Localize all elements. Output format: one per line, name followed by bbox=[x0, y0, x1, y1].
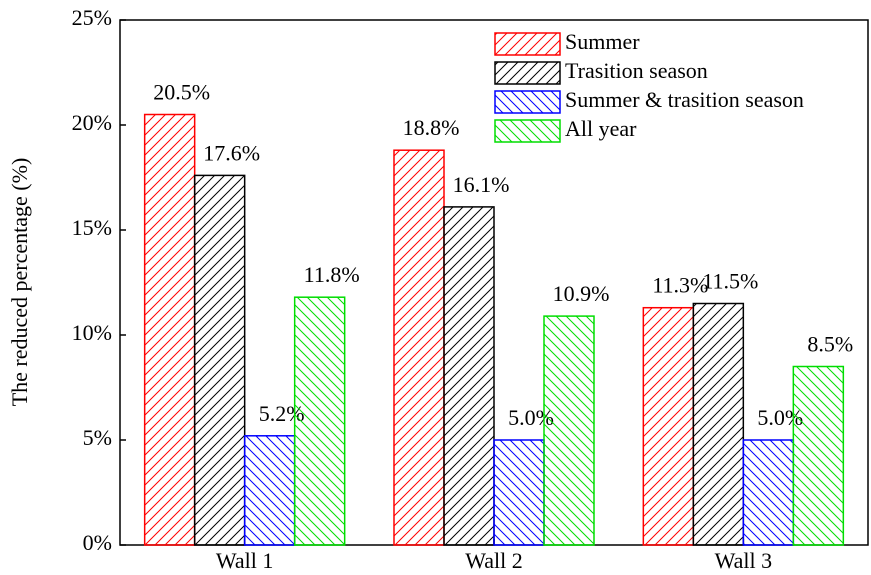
bar bbox=[543, 315, 595, 546]
value-label: 16.1% bbox=[453, 172, 510, 197]
y-tick-label: 10% bbox=[72, 320, 112, 345]
bar bbox=[143, 113, 196, 546]
value-label: 8.5% bbox=[807, 332, 853, 357]
y-tick-label: 5% bbox=[83, 425, 112, 450]
y-tick-label: 15% bbox=[72, 215, 112, 240]
value-label: 20.5% bbox=[153, 80, 210, 105]
legend-swatch bbox=[494, 90, 561, 114]
y-axis-label: The reduced percentage (%) bbox=[7, 158, 32, 407]
bar bbox=[742, 439, 795, 546]
bar bbox=[443, 206, 495, 546]
legend-swatch bbox=[494, 61, 561, 85]
bar bbox=[792, 365, 845, 546]
bar bbox=[642, 306, 695, 546]
value-label: 18.8% bbox=[403, 115, 460, 140]
value-label: 17.6% bbox=[203, 140, 260, 165]
value-label: 11.5% bbox=[702, 269, 758, 294]
value-label: 11.8% bbox=[304, 262, 360, 287]
legend-label: Trasition season bbox=[565, 58, 708, 83]
value-label: 11.3% bbox=[652, 273, 708, 298]
legend-label: Summer bbox=[565, 29, 640, 54]
value-label: 10.9% bbox=[553, 281, 610, 306]
x-tick-label: Wall 3 bbox=[715, 548, 773, 573]
y-tick-label: 20% bbox=[72, 110, 112, 135]
legend-swatch bbox=[494, 32, 561, 56]
y-tick-label: 25% bbox=[72, 5, 112, 30]
bar bbox=[193, 174, 246, 546]
x-tick-label: Wall 1 bbox=[216, 548, 274, 573]
legend-swatch bbox=[494, 119, 561, 143]
y-tick-label: 0% bbox=[83, 530, 112, 555]
legend-label: All year bbox=[565, 116, 637, 141]
bar bbox=[243, 435, 296, 546]
bar bbox=[692, 302, 745, 546]
legend-label: Summer & trasition season bbox=[565, 87, 804, 112]
bar bbox=[393, 149, 445, 546]
bar bbox=[293, 296, 346, 546]
x-tick-label: Wall 2 bbox=[465, 548, 523, 573]
bar bbox=[493, 439, 545, 546]
